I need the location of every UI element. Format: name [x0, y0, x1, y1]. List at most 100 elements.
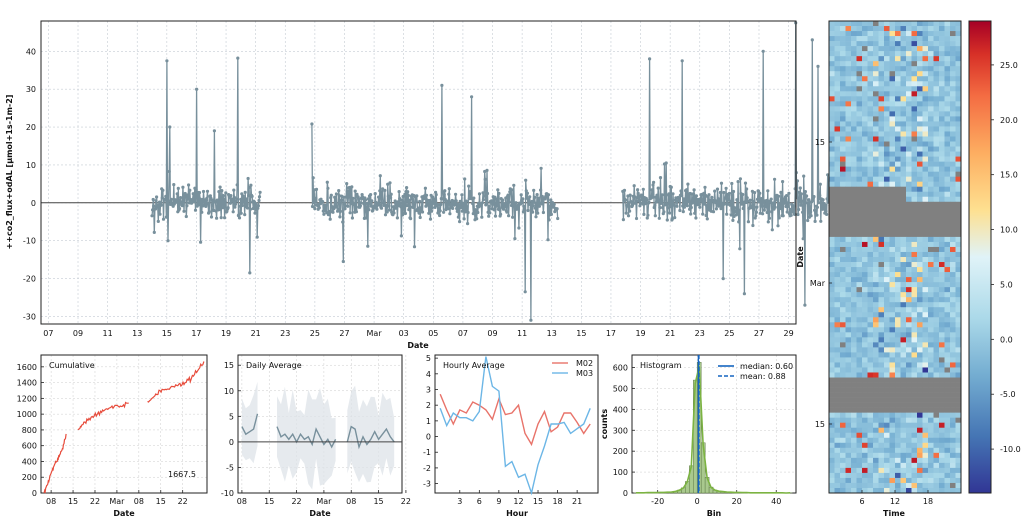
heatmap-cell [900, 76, 907, 82]
heatmap-cell [845, 216, 852, 223]
heatmap-cell [906, 352, 912, 358]
flux-point [783, 200, 787, 204]
heatmap-cell [862, 452, 868, 459]
x-tick-label: 07 [43, 329, 53, 338]
heatmap-cell [906, 302, 912, 308]
flux-point [232, 195, 236, 200]
heatmap-cell [922, 36, 929, 42]
heatmap-cell [922, 46, 929, 52]
heatmap-cell [944, 407, 951, 413]
heatmap-cell [955, 262, 962, 268]
heatmap-cell [862, 251, 868, 258]
heatmap-cell [851, 216, 857, 223]
hourly-line-m03 [439, 356, 591, 496]
flux-point [766, 189, 770, 193]
heatmap-cell [906, 277, 912, 283]
heatmap-cell [939, 467, 945, 474]
heatmap-cell [895, 297, 901, 303]
heatmap-cell [862, 477, 868, 484]
heatmap-cell [840, 51, 846, 57]
heatmap-cell [922, 357, 929, 363]
heatmap-cell [906, 171, 912, 177]
heatmap-cell [917, 161, 923, 167]
flux-point [786, 204, 790, 209]
heatmap-cell [906, 146, 912, 152]
heatmap-cell [851, 377, 857, 383]
heatmap-cell [911, 397, 918, 403]
heatmap-cell [944, 31, 951, 37]
heatmap-cell [944, 317, 951, 323]
flux-point [239, 211, 243, 215]
heatmap-cell [939, 307, 945, 313]
heatmap-cell [884, 226, 890, 233]
flux-point [822, 207, 826, 211]
heatmap-cell [900, 307, 907, 313]
heatmap-cell [917, 201, 923, 208]
heatmap-cell [845, 302, 852, 308]
heatmap-cell [922, 427, 929, 434]
heatmap-cell [928, 201, 934, 208]
heatmap-cell [928, 191, 934, 198]
flux-point [313, 207, 317, 211]
heatmap-cell [955, 206, 962, 213]
flux-point [377, 203, 381, 207]
heatmap-cell [955, 287, 962, 293]
heatmap-cell [955, 302, 962, 308]
flux-point [405, 204, 409, 208]
heatmap-cell [889, 236, 896, 243]
heatmap-cell [873, 287, 879, 293]
heatmap-cell [851, 206, 857, 213]
heatmap-cell [840, 106, 846, 112]
heatmap-cell [867, 277, 874, 283]
flux-point [477, 192, 482, 196]
heatmap-cell [856, 91, 863, 97]
heatmap-cell [955, 71, 962, 77]
heatmap-cell [895, 21, 901, 27]
heatmap-cell [845, 166, 852, 172]
heatmap-cell [878, 181, 885, 187]
heatmap-cell [906, 472, 912, 479]
heatmap-cell [906, 246, 912, 253]
heatmap-cell [845, 312, 852, 318]
flux-point [386, 182, 390, 186]
heatmap-cell [922, 402, 929, 408]
heatmap-cell [950, 196, 956, 203]
flux-point [694, 216, 698, 220]
heatmap-cell [917, 136, 923, 142]
heatmap-cell [851, 332, 857, 338]
flux-point [531, 210, 535, 214]
heatmap-cell [829, 257, 835, 263]
flux-point [432, 202, 437, 206]
heatmap-cell [867, 161, 874, 167]
heatmap-cell [955, 96, 962, 102]
heatmap-cell [829, 86, 835, 92]
heatmap-cell [867, 352, 874, 358]
heatmap-cell [895, 211, 901, 218]
flux-point [197, 203, 201, 207]
heatmap-cell [928, 46, 934, 52]
heatmap-cell [928, 347, 934, 353]
heatmap-cell [922, 131, 929, 137]
heatmap-cell [840, 156, 846, 162]
flux-point [365, 210, 369, 214]
heatmap-cell [834, 257, 841, 263]
flux-point [536, 211, 540, 215]
heatmap-cell [856, 357, 863, 363]
heatmap-cell [856, 427, 863, 434]
heatmap-cell [917, 111, 923, 117]
heatmap-cell [906, 372, 912, 378]
heatmap-cell [856, 146, 863, 152]
heatmap-cell [895, 362, 901, 368]
heatmap-cell [906, 96, 912, 102]
heatmap-cell [856, 307, 863, 313]
heatmap-cell [939, 267, 945, 273]
heatmap-cell [845, 287, 852, 293]
heatmap-cell [878, 462, 885, 469]
heatmap-cell [900, 467, 907, 474]
flux-point [431, 199, 435, 203]
heatmap-cell [955, 146, 962, 152]
y-tick-label: 20 [26, 123, 36, 132]
flux-point [686, 182, 690, 186]
heatmap-cell [944, 216, 951, 223]
heatmap-cell [889, 251, 896, 258]
